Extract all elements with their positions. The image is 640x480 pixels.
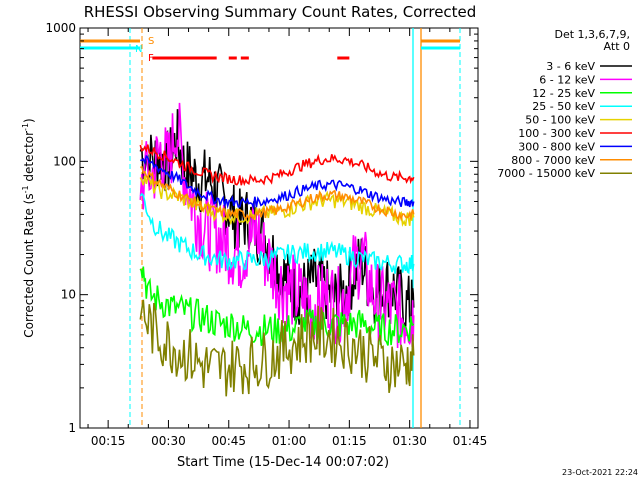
legend-label: 800 - 7000 keV — [511, 154, 595, 167]
x-tick-label: 01:15 — [332, 434, 367, 448]
plot-frame — [79, 27, 479, 429]
footer-timestamp: 23-Oct-2021 22:24 — [562, 468, 638, 477]
series-line — [140, 165, 415, 222]
legend-label: 12 - 25 keV — [532, 87, 595, 100]
legend-label: 3 - 6 keV — [546, 60, 595, 73]
x-tick-label: 00:30 — [151, 434, 186, 448]
y-tick-label: 10 — [61, 288, 76, 302]
series-line — [139, 266, 415, 346]
flag-f-label: F — [148, 53, 154, 64]
reference-lines — [129, 28, 461, 428]
y-axis-label-part2: detector — [22, 131, 36, 186]
y-tick-label: 1000 — [45, 21, 76, 35]
legend-label: 25 - 50 keV — [532, 100, 595, 113]
x-tick-label: 00:45 — [211, 434, 246, 448]
y-axis-label-sup1: -1 — [21, 185, 30, 193]
series-layer — [139, 102, 415, 397]
x-axis: 00:15 00:30 00:45 01:00 01:15 01:30 01:45 — [87, 28, 488, 448]
legend-label: 300 - 800 keV — [518, 140, 595, 153]
y-axis-label-part3: ) — [22, 118, 36, 123]
series-line — [139, 102, 415, 349]
y-axis-label-part1: Corrected Count Rate (s — [22, 193, 36, 337]
chart-title: RHESSI Observing Summary Count Rates, Co… — [84, 3, 477, 21]
y-tick-label: 100 — [53, 154, 76, 168]
series-line — [140, 154, 415, 211]
flag-s-label: S — [148, 36, 154, 47]
series-line — [139, 192, 415, 275]
legend-label: 100 - 300 keV — [518, 127, 595, 140]
legend-header: Det 1,3,6,7,9, — [554, 28, 630, 41]
legend-label: 7000 - 15000 keV — [497, 167, 595, 180]
legend-subheader: Att 0 — [604, 40, 630, 53]
y-axis-label: Corrected Count Rate (s-1 detector-1) — [21, 118, 36, 337]
x-tick-label: 01:30 — [392, 434, 427, 448]
x-axis-label: Start Time (15-Dec-14 00:07:02) — [177, 455, 389, 470]
legend-label: 6 - 12 keV — [539, 73, 595, 86]
legend-label: 50 - 100 keV — [525, 114, 595, 127]
flag-n-label: N — [135, 44, 142, 55]
x-tick-label: 00:15 — [91, 434, 126, 448]
y-axis: 1 10 100 1000 — [45, 21, 478, 435]
flag-bars — [80, 39, 460, 50]
x-tick-label: 01:45 — [453, 434, 488, 448]
series-line — [139, 144, 415, 187]
series-line — [139, 299, 415, 397]
x-tick-label: 01:00 — [272, 434, 307, 448]
y-axis-label-sup2: -1 — [21, 123, 30, 131]
y-tick-label: 1 — [68, 421, 76, 435]
